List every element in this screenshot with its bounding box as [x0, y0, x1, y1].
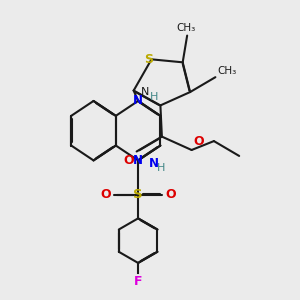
Text: O: O [166, 188, 176, 201]
Text: S: S [145, 53, 154, 66]
Text: N: N [133, 154, 143, 167]
Text: O: O [193, 135, 204, 148]
Text: O: O [100, 188, 111, 201]
Text: H: H [150, 92, 158, 102]
Text: N: N [148, 158, 158, 170]
Text: F: F [134, 275, 142, 288]
Text: S: S [133, 188, 143, 201]
Text: O: O [123, 154, 134, 167]
Text: CH₃: CH₃ [218, 66, 237, 76]
Text: CH₃: CH₃ [176, 22, 195, 33]
Text: N: N [133, 94, 143, 107]
Text: N: N [141, 87, 150, 97]
Text: H: H [157, 163, 165, 173]
